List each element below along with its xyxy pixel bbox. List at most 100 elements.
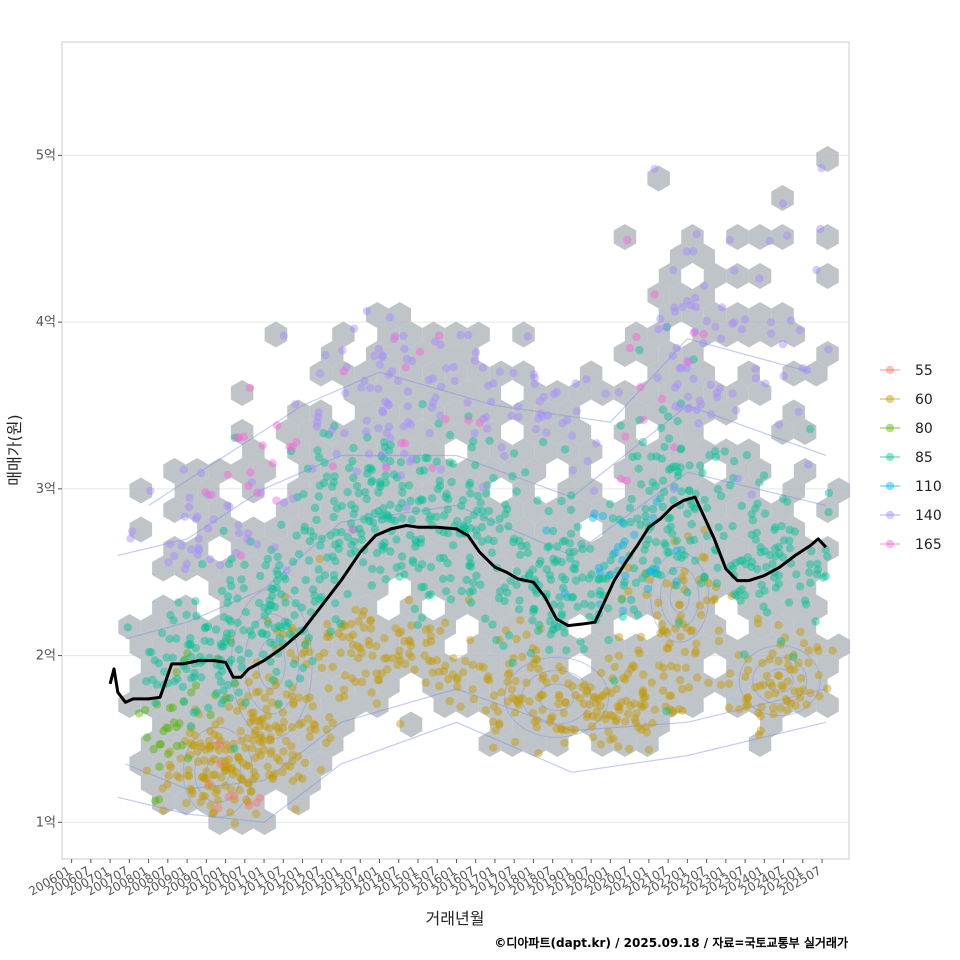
data-point-140 [314,412,323,422]
data-point-60 [325,632,334,641]
density-contour [182,726,254,818]
caption: ©디아파트(dapt.kr) / 2025.09.18 / 자료=국토교통부 실… [494,935,848,950]
data-point-60 [337,622,346,632]
data-point-85 [674,467,683,477]
data-point-85 [821,572,830,581]
data-point-140 [180,512,189,521]
data-point-85 [185,639,195,649]
data-point-60 [585,700,594,709]
data-point-85 [736,596,745,605]
hexbin-cell [715,321,738,348]
hexbin-cell [456,575,479,601]
data-point-60 [578,682,587,692]
data-point-85 [585,544,595,553]
data-point-140 [824,345,833,354]
data-point-85 [380,442,390,452]
data-point-85 [272,566,281,575]
data-point-60 [674,600,684,609]
data-point-60 [631,718,640,727]
data-point-60 [782,697,792,706]
hexbin-cell [208,692,231,718]
data-point-60 [311,725,320,734]
data-point-140 [256,488,265,497]
data-point-85 [301,575,310,585]
data-point-140 [717,303,727,312]
hexbin-cell [309,672,333,699]
data-point-60 [663,628,672,637]
hexbin-cell [703,263,727,289]
hexbin-cell [624,633,648,660]
legend-key-85 [885,452,895,462]
hexbin-cell [557,399,580,426]
data-point-60 [654,598,663,607]
data-point-60 [199,756,209,765]
hexbin-cell [287,477,310,504]
hexbin-cell [523,692,547,718]
data-point-85 [271,623,280,633]
hexbin-cell [748,653,772,679]
data-point-60 [287,723,297,732]
data-point-60 [339,685,349,694]
data-point-85 [281,598,290,607]
hexbin-cell [456,419,479,445]
data-point-60 [714,626,724,635]
data-point-140 [193,512,202,521]
data-point-85 [465,561,474,570]
hexbin-cell [534,633,558,660]
hexbin-cell [332,516,355,543]
data-point-85 [545,645,554,655]
data-point-140 [689,374,698,384]
data-point-140 [536,409,545,418]
data-point-60 [210,730,219,739]
hexbin-cell [692,321,715,348]
hexbin-cell [433,653,456,679]
data-point-85 [525,569,534,578]
data-point-85 [735,556,745,566]
hexbin-cell [692,516,715,543]
data-point-60 [264,673,274,682]
data-point-60 [214,732,223,741]
data-point-60 [659,663,668,672]
data-point-60 [780,633,790,642]
data-point-60 [222,693,231,703]
hexbin-cell [613,731,637,757]
data-point-60 [242,761,251,770]
data-point-60 [339,620,348,629]
data-point-140 [728,319,737,328]
data-point-60 [407,652,416,662]
data-point-85 [705,451,714,460]
data-point-140 [656,314,665,323]
hexbin-cell [399,711,423,738]
data-point-60 [716,680,726,689]
data-point-85 [657,423,666,433]
data-point-85 [261,561,270,570]
data-point-140 [675,403,684,412]
data-point-85 [690,504,700,514]
data-point-85 [664,465,674,474]
data-point-60 [531,646,541,655]
hexbin-cell [377,477,400,504]
hexbin-cell [715,399,738,426]
data-point-110 [542,526,551,535]
hexbin-cell [309,750,333,777]
hexbin-cell [354,516,378,543]
data-point-60 [396,719,405,728]
hexbin-cell [726,458,749,484]
data-point-60 [568,682,577,691]
data-point-60 [303,714,313,723]
data-point-60 [503,677,512,686]
data-point-85 [441,492,450,502]
data-point-85 [577,539,586,549]
data-point-165 [246,468,255,477]
hexbin-cell [197,789,220,816]
data-point-85 [233,618,242,627]
hexbin-cell [692,672,715,699]
data-point-85 [595,574,604,583]
hexbin-cell [782,672,805,699]
data-point-85 [486,517,495,527]
data-point-85 [331,615,340,624]
hexbin-cell [568,380,592,406]
data-point-60 [441,661,450,670]
data-point-60 [582,712,592,721]
